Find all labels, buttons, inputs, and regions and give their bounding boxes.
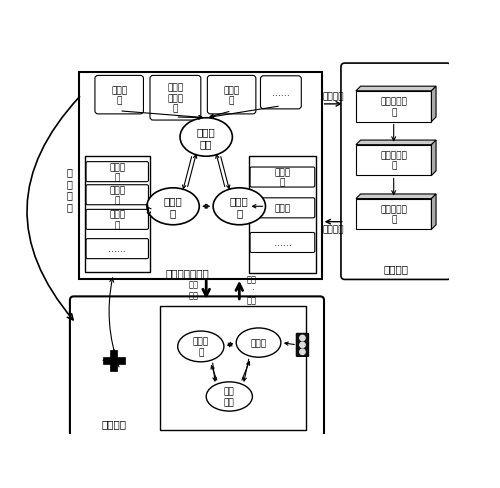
Text: 数据采
集: 数据采 集 [230, 196, 248, 218]
Ellipse shape [147, 188, 200, 225]
FancyBboxPatch shape [86, 210, 148, 230]
FancyBboxPatch shape [95, 76, 144, 115]
Text: 路口属
性: 路口属 性 [109, 185, 126, 205]
FancyBboxPatch shape [86, 239, 148, 259]
Bar [84, 157, 150, 272]
Text: 计算实验: 计算实验 [384, 264, 408, 273]
Ellipse shape [236, 328, 281, 358]
Text: 真实系统: 真实系统 [102, 419, 126, 428]
Text: ……: …… [274, 239, 291, 247]
Text: 决策
输出: 决策 输出 [188, 280, 198, 300]
Text: 反馈
·
评价: 反馈 · 评价 [247, 275, 257, 305]
Text: 控制策
略: 控制策 略 [224, 86, 240, 105]
FancyBboxPatch shape [70, 297, 324, 437]
Polygon shape [432, 195, 436, 230]
Ellipse shape [178, 331, 224, 362]
Polygon shape [356, 87, 436, 92]
Ellipse shape [180, 119, 233, 157]
FancyBboxPatch shape [86, 163, 148, 183]
Bar [160, 307, 306, 430]
Bar [103, 357, 124, 364]
FancyBboxPatch shape [250, 233, 315, 253]
FancyBboxPatch shape [260, 77, 302, 110]
Text: 相序决策模
块: 相序决策模 块 [380, 97, 407, 117]
Text: 虚拟路
口: 虚拟路 口 [164, 196, 182, 218]
Bar [248, 157, 316, 274]
FancyBboxPatch shape [250, 199, 315, 219]
Text: 摄像头: 摄像头 [274, 204, 290, 213]
Text: 倍马周
期: 倍马周 期 [111, 86, 128, 105]
FancyBboxPatch shape [86, 185, 148, 205]
Text: 相位设
定: 相位设 定 [109, 163, 126, 182]
Text: 红绿灯: 红绿灯 [250, 338, 266, 347]
Text: 各相位
通行分
配: 各相位 通行分 配 [168, 83, 184, 113]
Polygon shape [356, 195, 436, 199]
Text: 单交叉
口: 单交叉 口 [192, 337, 209, 356]
Polygon shape [432, 87, 436, 122]
Bar [79, 72, 322, 280]
Text: 车流属
性: 车流属 性 [109, 210, 126, 230]
Text: 人工红绿灯系统: 人工红绿灯系统 [165, 267, 209, 277]
Text: 目标提取: 目标提取 [322, 93, 344, 102]
FancyBboxPatch shape [250, 168, 315, 188]
Polygon shape [356, 141, 436, 145]
Text: 虚拟红
绿灯: 虚拟红 绿灯 [197, 127, 216, 148]
Bar [356, 199, 432, 230]
Circle shape [300, 336, 305, 341]
Ellipse shape [213, 188, 266, 225]
Bar [356, 145, 432, 176]
Text: ……: …… [272, 89, 290, 98]
Text: 绿灯配时模
块: 绿灯配时模 块 [380, 205, 407, 224]
Text: 平
行
执
行: 平 行 执 行 [67, 167, 73, 211]
Text: ……: …… [108, 244, 126, 254]
FancyBboxPatch shape [341, 64, 451, 280]
Text: 车流
检测: 车流 检测 [224, 387, 234, 407]
FancyBboxPatch shape [150, 76, 201, 121]
Bar [356, 92, 432, 122]
Circle shape [300, 349, 305, 355]
Circle shape [300, 343, 305, 348]
Text: 周期决策模
块: 周期决策模 块 [380, 151, 407, 170]
FancyBboxPatch shape [208, 76, 256, 115]
Ellipse shape [206, 382, 252, 411]
Text: 决策支持: 决策支持 [322, 224, 344, 234]
Bar [110, 350, 117, 371]
FancyBboxPatch shape [296, 334, 308, 357]
Text: 地感线
圈: 地感线 圈 [274, 168, 290, 187]
Polygon shape [432, 141, 436, 176]
